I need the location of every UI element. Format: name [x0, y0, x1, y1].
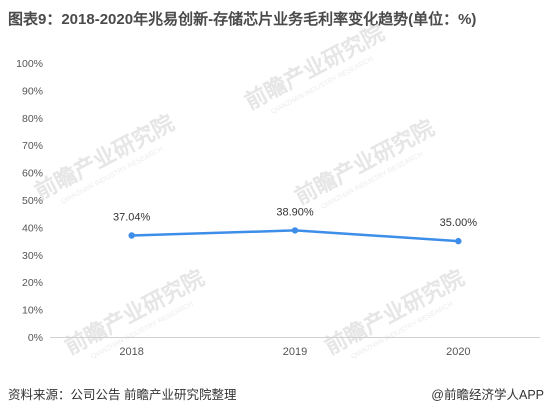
watermark-text: 前瞻产业研究院 — [241, 20, 389, 114]
chart-title: 图表9：2018-2020年兆易创新-存储芯片业务毛利率变化趋势(单位：%) — [8, 11, 477, 28]
data-point — [455, 237, 462, 245]
x-axis: 2018 2019 2020 — [50, 337, 540, 358]
y-tick-label: 50% — [22, 195, 43, 207]
data-point — [291, 227, 299, 234]
watermark-text: 前瞻产业研究院 — [291, 115, 439, 209]
x-tick-label: 2020 — [446, 346, 470, 358]
data-label: 35.00% — [440, 217, 478, 229]
watermark-text: 前瞻产业研究院 — [31, 110, 179, 204]
y-tick-label: 10% — [22, 305, 43, 317]
y-tick-label: 90% — [22, 85, 43, 97]
y-tick-label: 70% — [22, 140, 43, 152]
y-tick-label: 100% — [16, 58, 43, 70]
y-tick-label: 80% — [22, 113, 43, 125]
y-tick-label: 0% — [28, 332, 43, 344]
y-axis: 0% 10% 20% 30% 40% 50% 60% 70% 80% 90% 100% — [16, 58, 43, 344]
series-layer: 37.04% 38.90% 35.00% — [113, 206, 478, 245]
y-tick-label: 30% — [22, 250, 43, 262]
data-label: 37.04% — [113, 212, 151, 224]
y-tick-label: 60% — [22, 168, 43, 180]
source-note: 资料来源：公司公告 前瞻产业研究院整理 — [8, 388, 237, 402]
y-tick-label: 40% — [22, 222, 43, 234]
data-point — [128, 232, 135, 239]
x-tick-label: 2019 — [283, 346, 307, 358]
x-tick-label: 2018 — [119, 346, 143, 358]
y-tick-label: 20% — [22, 277, 43, 289]
data-label: 38.90% — [276, 206, 314, 218]
brand-credit: @前瞻经济学人APP — [431, 388, 544, 402]
